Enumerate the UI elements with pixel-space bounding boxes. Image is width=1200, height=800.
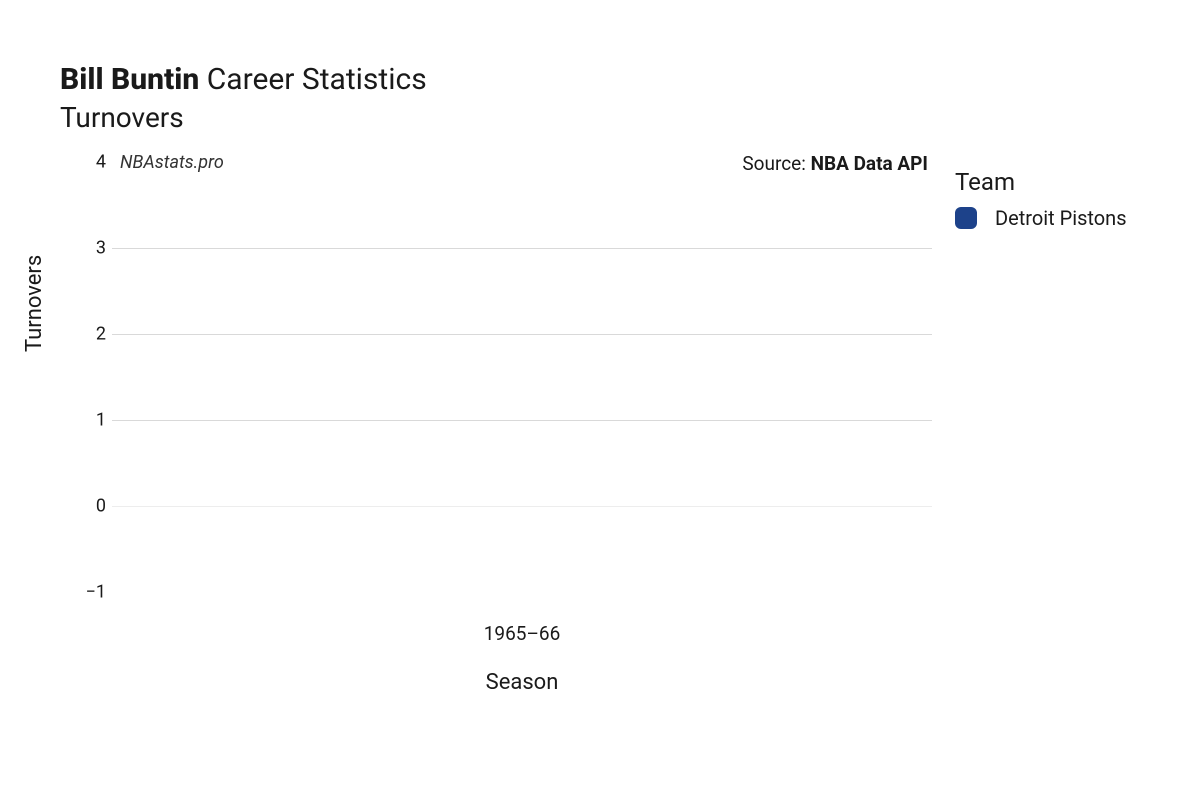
y-tick-label: 4: [78, 152, 106, 173]
player-name: Bill Buntin: [60, 62, 199, 97]
gridline: [112, 334, 932, 335]
chart-title: Bill Buntin Career Statistics: [60, 60, 1160, 99]
gridline: [112, 420, 932, 421]
legend-item: Detroit Pistons: [955, 206, 1127, 230]
chart-subtitle: Turnovers: [60, 101, 1160, 134]
y-tick-label: −1: [78, 582, 106, 603]
y-tick-label: 0: [78, 496, 106, 517]
watermark: NBAstats.pro: [120, 152, 224, 173]
legend-label: Detroit Pistons: [995, 206, 1127, 230]
legend: Team Detroit Pistons: [955, 168, 1127, 230]
source-value: NBA Data API: [811, 152, 928, 175]
y-tick-label: 2: [78, 324, 106, 345]
y-tick-label: 3: [78, 238, 106, 259]
gridline: [112, 248, 932, 249]
y-axis-title: Turnovers: [22, 255, 47, 352]
gridline: [112, 506, 932, 507]
chart-area: Turnovers NBAstats.pro Source: NBA Data …: [60, 162, 1160, 722]
x-tick-label: 1965–66: [484, 622, 561, 645]
chart-container: Bill Buntin Career Statistics Turnovers …: [60, 60, 1160, 722]
source-attribution: Source: NBA Data API: [742, 152, 928, 175]
title-suffix: Career Statistics: [207, 62, 427, 97]
source-label: Source:: [742, 152, 810, 175]
legend-swatch: [955, 207, 977, 229]
plot-area: NBAstats.pro Source: NBA Data API −10123…: [112, 162, 932, 592]
y-tick-label: 1: [78, 410, 106, 431]
x-axis-title: Season: [486, 670, 559, 695]
legend-title: Team: [955, 168, 1127, 196]
